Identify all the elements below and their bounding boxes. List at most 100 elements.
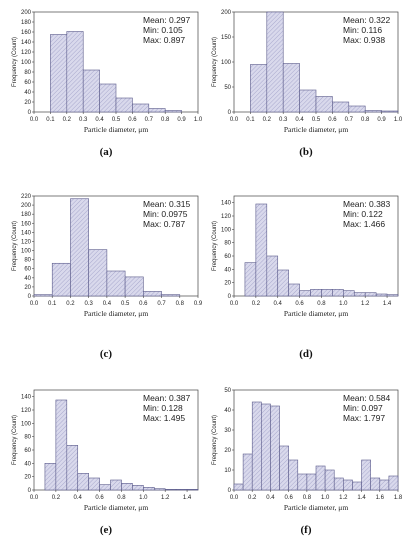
y-tick-label: 40 <box>224 408 231 414</box>
histogram-bar <box>110 479 122 491</box>
histogram-bar <box>99 484 111 491</box>
y-tick-label: 0 <box>28 488 32 494</box>
y-tick-label: 50 <box>224 85 231 91</box>
x-tick-label: 1.0 <box>139 495 148 501</box>
stat-label: Mean: 0.383 <box>343 199 391 209</box>
y-tick-label: 60 <box>224 254 231 260</box>
histogram-chart: 0.0 0.1 0.2 0.3 0.4 0.5 0.6 0.7 0.8 0.9 0 20 40 60 80 1… <box>12 194 203 318</box>
y-tick-label: 200 <box>21 203 32 209</box>
y-tick-label: 140 <box>21 40 32 46</box>
x-tick-label: 0.5 <box>112 117 121 123</box>
histogram-bar <box>277 269 289 297</box>
histogram-bar <box>161 294 181 297</box>
stat-label: Max: 0.938 <box>343 35 385 45</box>
histogram-bar <box>186 489 199 491</box>
histogram-bar <box>106 270 126 297</box>
y-tick-label: 60 <box>24 267 31 273</box>
x-tick-label: 1.4 <box>383 301 392 307</box>
y-tick-label: 200 <box>21 10 32 16</box>
y-tick-label: 150 <box>221 35 232 41</box>
x-tick-label: 0.6 <box>295 301 304 307</box>
histogram-bar <box>364 292 377 297</box>
histogram-bar <box>348 105 366 113</box>
x-tick-label: 0.8 <box>303 495 312 501</box>
y-tick-label: 120 <box>221 214 232 220</box>
x-tick-label: 1.0 <box>339 301 348 307</box>
y-tick-label: 10 <box>224 468 231 474</box>
stat-label: Mean: 0.297 <box>143 15 191 25</box>
histogram-bar <box>352 481 362 491</box>
x-tick-label: 0.8 <box>161 117 170 123</box>
y-tick-label: 0 <box>28 294 32 300</box>
x-tick-label: 0.2 <box>63 117 72 123</box>
y-tick-label: 120 <box>21 408 32 414</box>
y-tick-label: 160 <box>21 30 32 36</box>
x-tick-label: 1.6 <box>376 495 385 501</box>
x-tick-label: 0.4 <box>274 301 283 307</box>
stat-label: Max: 1.466 <box>343 219 385 229</box>
x-tick-label: 0.4 <box>295 117 304 123</box>
x-axis-label: Particle diameter, μm <box>84 309 148 318</box>
histogram-bar <box>115 97 133 113</box>
x-tick-label: 0.8 <box>117 495 126 501</box>
stat-label: Min: 0.122 <box>343 209 383 219</box>
histogram-bar <box>321 289 333 297</box>
histogram-bar <box>388 475 399 491</box>
histogram-bar <box>82 69 100 113</box>
x-tick-label: 0.8 <box>317 301 326 307</box>
panel-label: (b) <box>299 146 313 158</box>
x-tick-label: 0.3 <box>79 117 88 123</box>
histogram-bar <box>364 110 382 113</box>
stat-label: Max: 0.897 <box>143 35 185 45</box>
histogram-bar <box>288 283 300 297</box>
x-tick-label: 0.0 <box>30 495 39 501</box>
x-tick-label: 1.4 <box>183 495 192 501</box>
histogram-bar <box>361 459 371 491</box>
y-tick-label: 220 <box>21 194 32 200</box>
y-tick-label: 100 <box>21 421 32 427</box>
y-tick-label: 140 <box>21 395 32 401</box>
y-tick-label: 0 <box>228 488 232 494</box>
histogram-bar <box>244 262 257 297</box>
histogram-bar <box>324 469 335 491</box>
x-tick-label: 0.6 <box>139 301 148 307</box>
y-tick-label: 100 <box>21 60 32 66</box>
y-tick-label: 140 <box>21 230 32 236</box>
histogram-chart: 0.0 0.1 0.2 0.3 0.4 0.5 0.6 0.7 0.8 0.9 1.0 0 50 100 1… <box>212 10 403 134</box>
y-tick-label: 40 <box>24 461 31 467</box>
histogram-bar <box>143 487 155 491</box>
histogram-bar <box>77 473 89 491</box>
y-tick-label: 20 <box>224 448 231 454</box>
histogram-bar <box>88 477 100 491</box>
stat-label: Max: 1.797 <box>343 413 385 423</box>
histogram-bar <box>266 11 284 113</box>
x-tick-label: 0.4 <box>74 495 83 501</box>
y-tick-label: 40 <box>24 90 31 96</box>
histogram-bar <box>299 290 311 297</box>
stat-label: Min: 0.0975 <box>143 209 188 219</box>
panel-label: (d) <box>299 348 313 360</box>
histogram-bar <box>370 477 381 491</box>
x-tick-label: 0.3 <box>279 117 288 123</box>
x-tick-label: 0.7 <box>157 301 166 307</box>
histogram-panel-e: 0.0 0.2 0.4 0.6 0.8 1.0 1.2 1.4 0 20 40 60 80 100 120 1… <box>8 386 204 541</box>
x-tick-label: 0.2 <box>252 301 261 307</box>
x-axis-label: Particle diameter, μm <box>284 125 348 134</box>
histogram-bar <box>164 489 177 491</box>
histogram-bar <box>70 198 89 297</box>
x-tick-label: 1.2 <box>361 301 370 307</box>
histogram-bar <box>299 89 317 113</box>
stat-label: Max: 0.787 <box>143 219 185 229</box>
histogram-bar <box>44 463 57 491</box>
y-tick-label: 120 <box>21 50 32 56</box>
histogram-panel-f: 0.0 0.2 0.4 0.6 0.8 1.0 1.2 1.4 1.6 1.8 0 10 20 30 40 5… <box>208 386 404 541</box>
histogram-bar <box>233 483 244 491</box>
histogram-bar <box>306 473 317 491</box>
histogram-chart: 0.0 0.2 0.4 0.6 0.8 1.0 1.2 1.4 0 20 40 60 80 100 120 1… <box>12 389 199 512</box>
histogram-chart: 0.0 0.1 0.2 0.3 0.4 0.5 0.6 0.7 0.8 0.9 1.0 0 20 40 60… <box>12 10 203 134</box>
histogram-bar <box>297 473 308 491</box>
y-axis-label: Frequency (Count) <box>12 221 18 271</box>
x-tick-label: 0.0 <box>230 495 239 501</box>
panel-label: (a) <box>99 146 113 158</box>
x-tick-label: 0.3 <box>84 301 93 307</box>
